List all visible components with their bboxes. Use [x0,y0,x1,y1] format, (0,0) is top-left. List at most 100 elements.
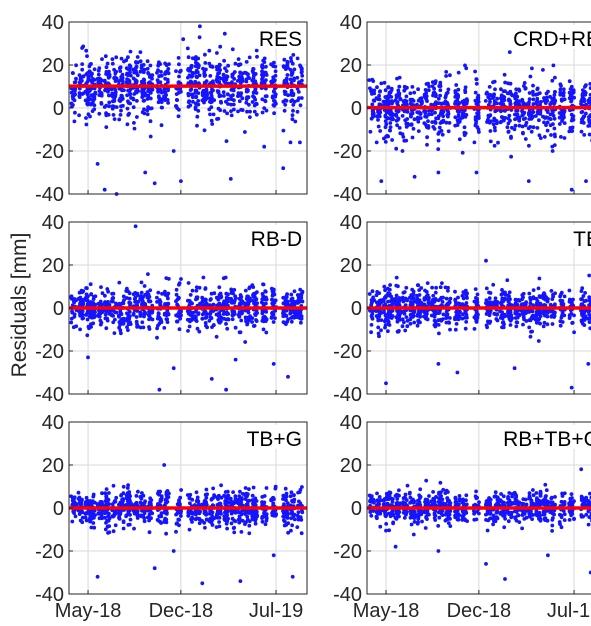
data-point [542,115,546,119]
data-point [391,521,395,526]
data-point [461,113,465,118]
data-point [83,515,88,520]
data-point [295,75,300,80]
data-point [374,515,379,520]
data-point [111,529,116,534]
data-point [370,289,375,294]
data-point [124,514,128,519]
data-point [177,107,181,112]
data-point [461,101,466,106]
data-point [388,514,393,519]
data-point [273,484,278,489]
data-point [523,123,528,128]
data-point [85,54,89,58]
data-point [408,122,413,127]
data-point [119,493,123,498]
data-point [422,296,427,301]
data-point [210,98,215,103]
data-point [429,102,434,107]
data-point [110,106,115,111]
data-point [538,112,543,116]
data-point [203,52,207,57]
data-point [88,87,93,92]
data-point [243,486,248,490]
data-point [368,498,373,503]
data-point [370,77,375,82]
data-point [231,102,236,107]
data-point [383,101,387,105]
data-point [463,88,467,93]
data-point [136,489,140,494]
data-point [580,94,585,99]
data-point [488,100,492,104]
data-point [446,110,451,114]
data-point [176,510,180,515]
data-point [113,75,117,80]
data-point [553,90,557,94]
data-point [239,91,244,95]
data-point [164,317,169,321]
data-point [381,297,386,302]
data-point [424,123,428,127]
data-point [454,322,459,326]
data-point [222,493,227,498]
data-point [118,113,123,117]
data-point [69,316,74,321]
data-point [410,135,415,140]
data-point [531,314,535,319]
data-point [264,108,269,113]
data-point [135,516,140,520]
data-point [147,327,152,331]
data-point [126,73,130,77]
data-point [491,282,496,287]
data-point [387,111,392,116]
data-point [218,68,223,72]
data-point [271,511,275,516]
data-point [502,117,506,122]
data-point [107,93,111,98]
data-point [433,93,437,98]
data-point [119,104,123,109]
data-point [128,303,132,308]
data-point [383,88,388,93]
data-point [202,100,206,105]
y-tick-label: 0 [53,98,64,120]
data-point [379,81,384,86]
data-point [509,134,513,139]
data-point [300,78,304,83]
data-point [72,80,77,85]
data-point [118,328,123,333]
data-point [111,291,116,296]
data-point [514,324,519,329]
data-point [559,292,563,297]
data-point [286,93,290,98]
data-point [229,94,233,99]
data-point [296,98,300,103]
data-point [411,296,416,301]
data-point [260,110,265,115]
data-point [433,110,437,115]
data-point [127,296,132,301]
data-point [283,67,288,71]
data-point [223,66,227,71]
data-point [464,320,469,324]
data-point [483,99,488,103]
data-point [386,320,391,324]
data-point [195,123,199,128]
data-point [417,493,422,498]
data-point [389,314,394,319]
data-point [224,99,228,104]
outlier-point [233,357,238,362]
data-point [113,512,117,517]
data-point [247,102,251,107]
data-point [559,84,563,88]
data-point [475,292,480,297]
data-point [425,296,430,301]
data-point [285,300,290,305]
data-point [382,284,387,289]
data-point [253,313,258,317]
data-point [72,300,77,305]
data-point [225,526,230,531]
data-point [134,494,139,498]
data-point [244,491,249,496]
